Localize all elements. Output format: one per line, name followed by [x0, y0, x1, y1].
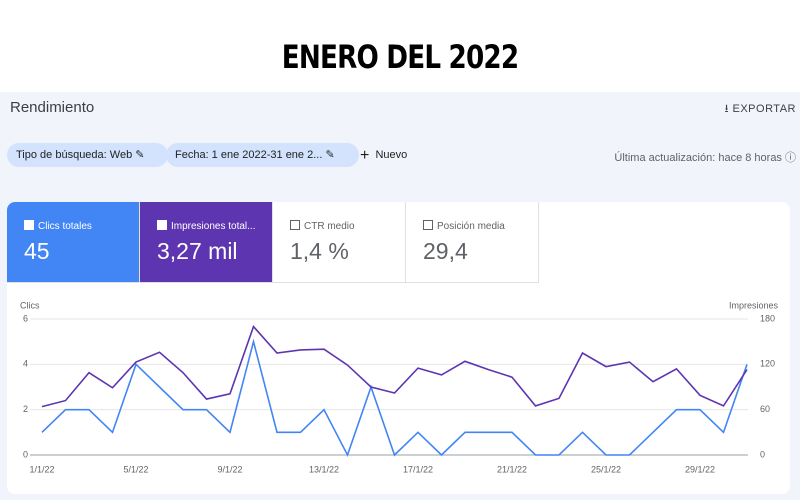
x-tick-label: 29/1/22: [685, 464, 715, 474]
x-tick-label: 25/1/22: [591, 464, 621, 474]
y2-tick-label: 60: [760, 404, 770, 414]
metric-label: CTR medio: [304, 221, 355, 232]
x-tick-label: 13/1/22: [309, 464, 339, 474]
y2-tick-label: 180: [760, 313, 775, 323]
series-line: [41, 338, 748, 458]
filter-label: Fecha: 1 ene 2022-31 ene 2...: [175, 149, 323, 161]
page-title: Rendimiento: [10, 99, 95, 116]
x-tick-label: 17/1/22: [403, 464, 433, 474]
metric-value: 45: [24, 238, 50, 264]
y2-tick-label: 120: [760, 359, 775, 369]
y2-tick-label: 0: [760, 449, 765, 459]
x-tick-label: 21/1/22: [497, 464, 527, 474]
new-label: Nuevo: [375, 149, 408, 161]
y-axis-title: Clics: [20, 300, 40, 310]
metric-value: 1,4 %: [290, 238, 349, 264]
metric-value: 29,4: [423, 238, 468, 264]
metric-label: Impresiones total...: [171, 221, 256, 232]
x-tick-label: 9/1/22: [217, 464, 242, 474]
filter-chip[interactable]: Tipo de búsqueda: Web ✎: [7, 143, 169, 167]
y-tick-label: 6: [23, 313, 28, 323]
last-update: Última actualización: hace 8 horas ⓘ: [614, 152, 796, 164]
new-button[interactable]: + Nuevo: [360, 147, 408, 164]
series-line: [41, 325, 748, 408]
metric-label: Clics totales: [38, 221, 92, 232]
heading: ENERO DEL 2022: [281, 38, 519, 76]
x-tick-label: 1/1/22: [29, 464, 54, 474]
metric-card[interactable]: CTR medio 1,4 %: [273, 202, 406, 283]
y2-axis-title: Impresiones: [729, 300, 779, 310]
metric-label: Posición media: [437, 221, 505, 232]
metric-card[interactable]: Impresiones total... 3,27 mil: [140, 202, 273, 283]
export-button[interactable]: ⭳ EXPORTAR: [724, 103, 796, 115]
last-update-text: Última actualización: hace 8 horas: [614, 152, 782, 164]
filter-label: Tipo de búsqueda: Web: [16, 149, 133, 161]
y-tick-label: 4: [23, 359, 28, 369]
filter-chip[interactable]: Fecha: 1 ene 2022-31 ene 2... ✎: [166, 143, 359, 167]
metric-card[interactable]: Posición media 29,4: [406, 202, 539, 283]
metric-value: 3,27 mil: [157, 238, 238, 264]
export-label: EXPORTAR: [732, 103, 796, 115]
y-tick-label: 2: [23, 404, 28, 414]
y-tick-label: 0: [23, 449, 28, 459]
x-tick-label: 5/1/22: [123, 464, 148, 474]
metric-card[interactable]: Clics totales 45: [7, 202, 140, 283]
